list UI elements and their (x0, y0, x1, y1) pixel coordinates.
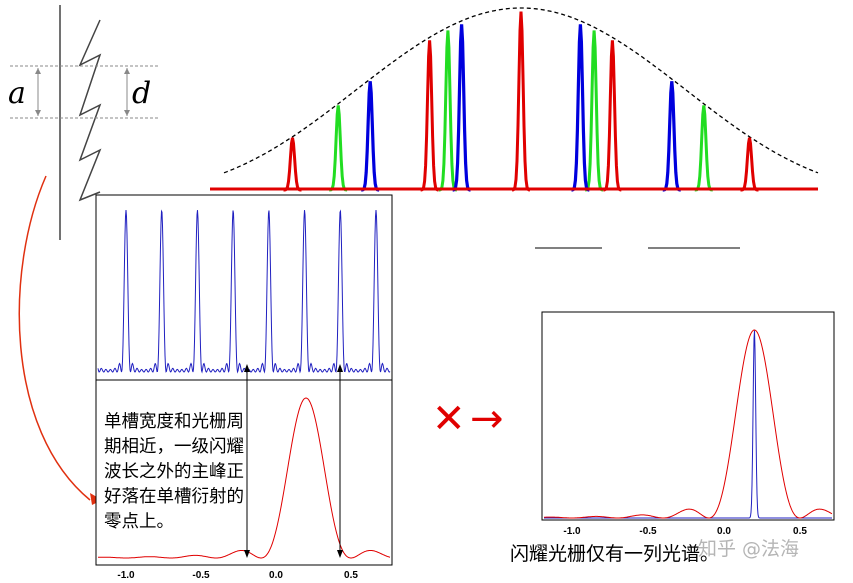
label-a: a (8, 76, 26, 111)
result-tick-2: 0.0 (717, 526, 731, 537)
blue-peak-3 (662, 81, 681, 192)
green-peak-1 (438, 30, 458, 192)
diffraction-trace (98, 397, 391, 559)
diffraction-tick-1: -0.5 (192, 570, 210, 581)
blue-peak-0 (361, 81, 380, 192)
result-tick-0: -1.0 (563, 526, 581, 537)
result-curve (544, 329, 833, 519)
diffraction-panel (95, 379, 393, 566)
interference-panel (95, 194, 393, 381)
arrow-mark: → (470, 396, 504, 442)
blue-peak-1 (452, 24, 471, 192)
interference-curve (97, 209, 391, 374)
diffraction-tick-2: 0.0 (269, 570, 283, 581)
green-peak-0 (329, 105, 348, 192)
blue-peak-2 (571, 24, 590, 192)
result-blue-trace (544, 330, 832, 519)
diffraction-ticks: -1.0 -0.5 0.0 0.5 (117, 570, 358, 581)
green-peak-3 (694, 105, 713, 192)
red-peak-3 (603, 40, 622, 192)
diffraction-curve (98, 397, 391, 559)
diffraction-tick-3: 0.5 (344, 570, 358, 581)
spectrum-envelope (223, 7, 819, 174)
diffraction-tick-0: -1.0 (117, 570, 135, 581)
red-peak-0 (283, 137, 302, 192)
curved-arrow (18, 175, 91, 501)
result-tick-1: -0.5 (639, 526, 657, 537)
zero-markers (244, 364, 343, 558)
result-panel (541, 311, 835, 521)
red-peak-4 (740, 137, 759, 192)
result-red-trace (544, 329, 833, 519)
result-tick-3: 0.5 (793, 526, 807, 537)
red-peak-2 (511, 11, 531, 192)
red-peak-1 (420, 40, 439, 192)
green-peak-2 (584, 30, 604, 192)
label-d: d (132, 76, 151, 111)
caption-text: 闪耀光栅仅有一列光谱。 (510, 543, 720, 565)
interference-trace (97, 209, 391, 374)
cross-mark: ✕ (432, 396, 466, 442)
grating-profile (10, 5, 160, 240)
explanation-text: 单槽宽度和光栅周 期相近，一级闪耀 波长之外的主峰正 好落在单槽衍射的 零点上。 (104, 412, 244, 532)
watermark: 知乎 @法海 (698, 538, 800, 560)
result-ticks: -1.0 -0.5 0.0 0.5 (563, 526, 807, 537)
spectrum-plot (210, 7, 819, 192)
